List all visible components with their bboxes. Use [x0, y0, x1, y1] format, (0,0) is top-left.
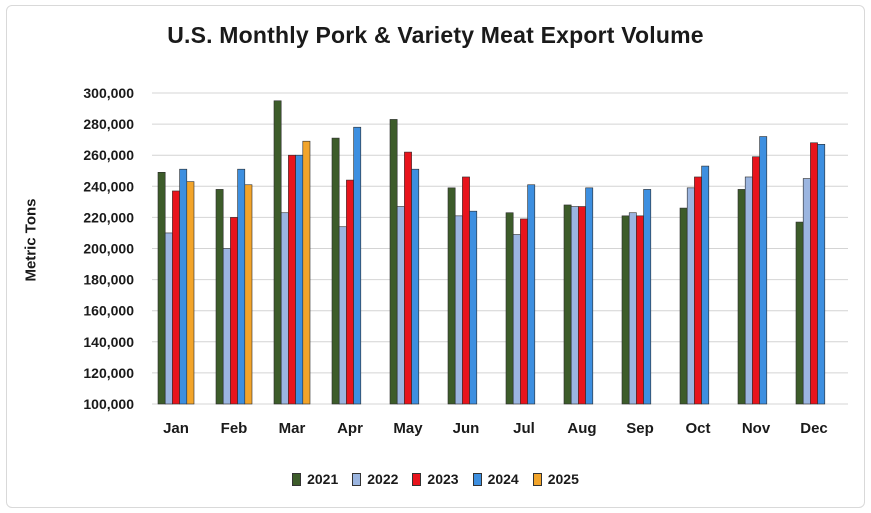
bar-2022-nov [744, 176, 753, 405]
x-tick-label: Jan [163, 420, 189, 437]
x-tick-label: Dec [800, 420, 828, 437]
bar-2024-apr [353, 126, 362, 405]
x-tick-label: Oct [685, 420, 710, 437]
bar-2024-dec [817, 144, 826, 405]
x-tick-label: Aug [567, 420, 596, 437]
legend-label: 2021 [307, 471, 339, 487]
bar-2023-jan [172, 190, 180, 405]
bar-2021-apr [331, 137, 340, 405]
bar-2025-mar [302, 140, 311, 405]
y-tick-label: 280,000 [83, 116, 134, 132]
x-tick-label: Nov [742, 420, 771, 437]
bar-2022-jun [454, 215, 463, 405]
legend-label: 2022 [367, 471, 399, 487]
y-tick-label: 120,000 [83, 365, 134, 381]
y-tick-label: 200,000 [83, 241, 134, 257]
chart-title: U.S. Monthly Pork & Variety Meat Export … [167, 22, 704, 48]
x-tick-label: Jul [513, 420, 535, 437]
bar-2024-jul [527, 184, 536, 405]
legend-swatch [292, 472, 302, 486]
y-tick-label: 240,000 [83, 178, 134, 194]
bar-2022-feb [222, 248, 231, 405]
legend-item-2025: 2025 [532, 471, 579, 487]
chart-frame [6, 5, 865, 508]
legend-item-2022: 2022 [352, 471, 398, 487]
bar-2021-mar [273, 100, 282, 405]
bar-2022-sep [628, 212, 637, 405]
bar-2024-aug [585, 187, 594, 405]
legend-label: 2024 [487, 471, 519, 487]
bar-2024-jan [179, 168, 188, 405]
bar-2022-dec [802, 178, 811, 405]
x-tick-label: May [393, 420, 423, 437]
bar-2022-jul [512, 234, 521, 405]
bar-2024-oct [701, 165, 710, 405]
legend-item-2021: 2021 [292, 471, 338, 487]
bar-2023-may [404, 151, 412, 405]
bar-2024-sep [643, 189, 652, 405]
bar-2024-jun [469, 210, 478, 405]
legend-swatch [532, 472, 542, 486]
y-tick-label: 160,000 [83, 303, 134, 319]
bar-2021-jul [505, 212, 514, 405]
bar-2021-nov [737, 189, 746, 405]
bar-2021-jan [157, 172, 166, 405]
bar-2023-nov [752, 156, 760, 405]
y-tick-label: 260,000 [83, 147, 134, 163]
bar-2023-jul [520, 218, 528, 405]
bar-2021-feb [215, 189, 224, 405]
legend: 2021 2022 2023 2024 2025 [0, 471, 871, 487]
bar-2021-may [389, 119, 398, 405]
bar-2025-jan [186, 181, 195, 405]
legend-label: 2023 [427, 471, 459, 487]
bar-2021-dec [795, 221, 804, 405]
y-tick-label: 100,000 [83, 396, 134, 412]
bar-2025-feb [244, 184, 253, 405]
y-tick-label: 300,000 [83, 85, 134, 101]
bar-2022-jan [164, 232, 173, 405]
y-tick-label: 180,000 [83, 272, 134, 288]
bar-2023-oct [694, 176, 702, 405]
bar-2022-aug [570, 206, 579, 405]
bar-2023-apr [346, 179, 354, 405]
legend-item-2024: 2024 [472, 471, 519, 487]
bar-2024-nov [759, 136, 768, 405]
x-tick-label: Apr [337, 420, 363, 437]
bar-2024-mar [295, 154, 304, 405]
y-tick-label: 140,000 [83, 334, 134, 350]
bar-2021-sep [621, 215, 630, 405]
bar-2023-jun [462, 176, 470, 405]
bar-2023-sep [636, 215, 644, 405]
x-tick-label: Feb [221, 420, 248, 437]
bar-2023-aug [578, 206, 586, 405]
x-tick-label: Jun [453, 420, 480, 437]
bar-2021-jun [447, 187, 456, 405]
bar-2021-aug [563, 204, 572, 405]
bar-2024-may [411, 168, 420, 405]
bar-2023-dec [810, 142, 818, 405]
bar-2021-oct [679, 207, 688, 405]
bar-2023-feb [230, 217, 238, 405]
legend-swatch [412, 472, 422, 486]
x-tick-label: Sep [626, 420, 654, 437]
legend-item-2023: 2023 [412, 471, 459, 487]
legend-swatch [472, 472, 482, 486]
legend-swatch [352, 472, 362, 486]
bar-2024-feb [237, 168, 246, 405]
bar-2022-oct [686, 187, 695, 405]
y-tick-label: 220,000 [83, 209, 134, 225]
bar-2022-mar [280, 212, 289, 405]
bar-2023-mar [288, 154, 296, 405]
bar-2022-apr [338, 226, 347, 405]
bar-2022-may [396, 206, 405, 405]
x-tick-label: Mar [279, 420, 306, 437]
legend-label: 2025 [547, 471, 579, 487]
